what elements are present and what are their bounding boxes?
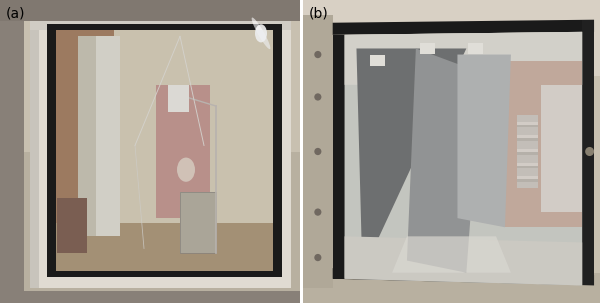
Bar <box>517 163 538 168</box>
Ellipse shape <box>251 18 271 49</box>
Bar <box>303 0 600 76</box>
Bar <box>168 85 189 112</box>
Polygon shape <box>344 236 582 285</box>
Polygon shape <box>332 20 594 35</box>
Ellipse shape <box>255 24 267 42</box>
Polygon shape <box>344 32 582 85</box>
Bar <box>114 30 273 271</box>
Bar <box>517 179 538 182</box>
Bar <box>517 152 538 155</box>
Bar <box>517 138 538 141</box>
Bar <box>517 122 538 127</box>
Bar <box>156 85 210 218</box>
Bar <box>47 24 282 277</box>
Bar <box>421 43 435 54</box>
Bar <box>517 125 538 127</box>
Polygon shape <box>392 236 511 273</box>
Bar <box>517 135 538 141</box>
Circle shape <box>314 148 322 155</box>
Bar <box>303 15 332 288</box>
Polygon shape <box>457 55 511 227</box>
Text: (a): (a) <box>6 6 25 20</box>
Bar <box>57 198 87 253</box>
Bar <box>332 35 344 279</box>
Bar <box>370 55 385 66</box>
Bar <box>517 149 538 155</box>
Circle shape <box>314 208 322 216</box>
Bar <box>56 30 273 271</box>
Bar <box>468 43 482 54</box>
Bar <box>0 0 24 303</box>
Bar <box>0 0 300 21</box>
Bar <box>56 30 122 271</box>
Bar <box>517 166 538 168</box>
Polygon shape <box>344 32 582 285</box>
Circle shape <box>314 93 322 101</box>
Bar <box>180 192 216 253</box>
Bar <box>0 0 300 152</box>
Polygon shape <box>78 36 96 236</box>
Polygon shape <box>78 36 120 236</box>
Polygon shape <box>407 48 481 273</box>
Circle shape <box>585 147 594 156</box>
Bar <box>505 61 582 227</box>
Polygon shape <box>332 268 594 285</box>
Bar <box>30 21 39 288</box>
Bar <box>56 223 273 271</box>
Text: (b): (b) <box>309 6 329 20</box>
Bar <box>303 273 600 303</box>
Bar <box>582 20 594 285</box>
Bar <box>0 291 300 303</box>
Bar <box>541 85 582 212</box>
Bar <box>56 30 273 271</box>
Ellipse shape <box>177 158 195 182</box>
Polygon shape <box>356 48 466 273</box>
Polygon shape <box>344 32 582 285</box>
Bar <box>517 115 538 188</box>
Circle shape <box>314 254 322 261</box>
Bar <box>517 176 538 182</box>
Bar <box>56 30 273 85</box>
Bar <box>30 21 291 288</box>
Bar <box>180 192 216 253</box>
Bar <box>30 21 291 30</box>
Circle shape <box>314 51 322 58</box>
